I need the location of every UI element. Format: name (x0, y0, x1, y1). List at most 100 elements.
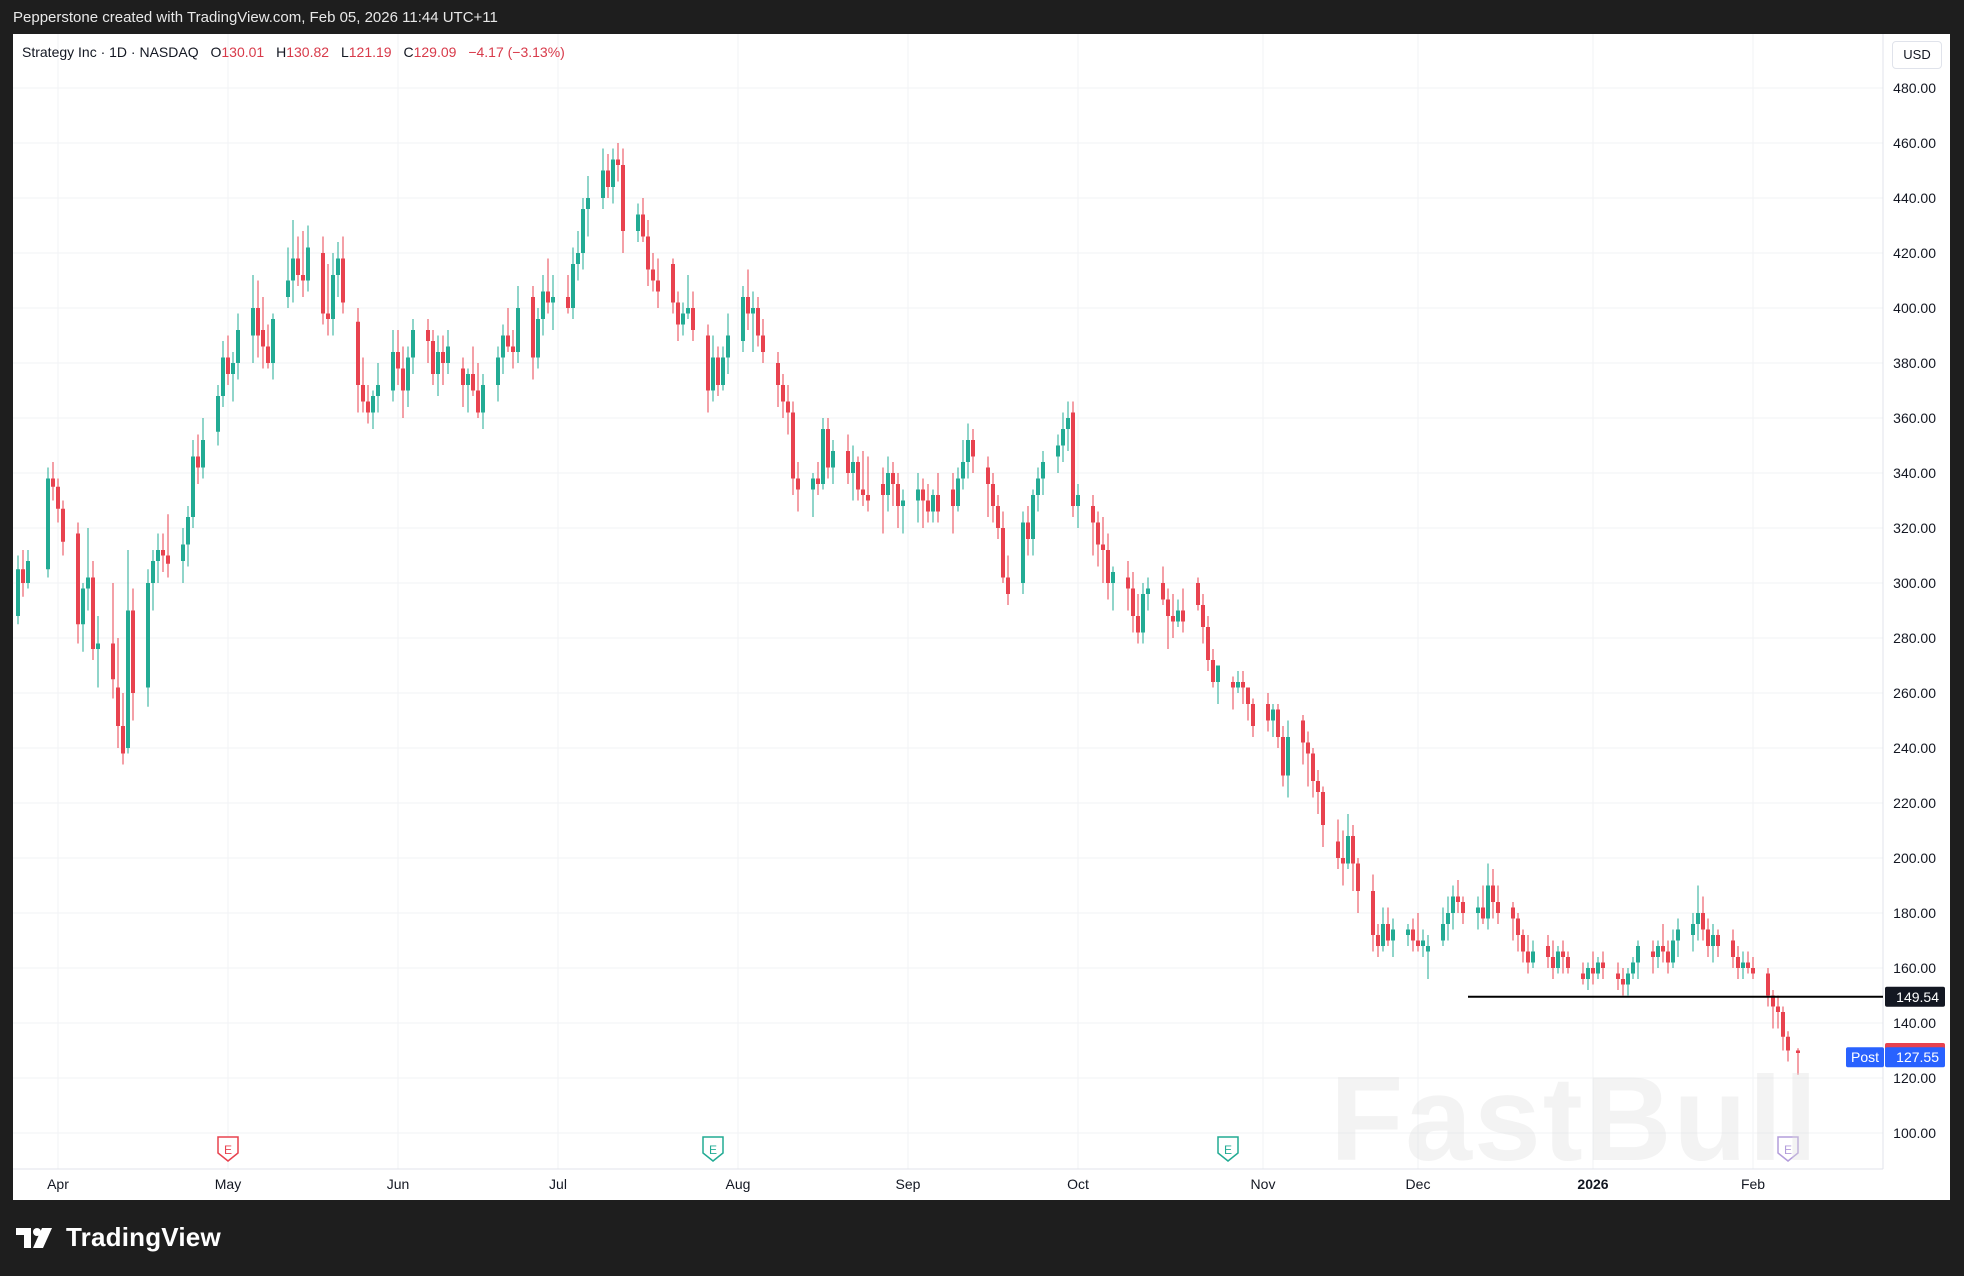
candle-body[interactable] (466, 374, 470, 385)
candle-body[interactable] (341, 258, 345, 303)
candle-body[interactable] (461, 368, 465, 386)
candle-body[interactable] (646, 236, 650, 270)
candle-body[interactable] (1566, 957, 1570, 968)
candle-body[interactable] (266, 346, 270, 364)
candle-body[interactable] (426, 330, 430, 341)
candle-body[interactable] (551, 297, 555, 303)
candle-body[interactable] (86, 577, 90, 589)
candle-body[interactable] (901, 500, 905, 507)
candle-body[interactable] (811, 478, 815, 490)
candle-body[interactable] (321, 253, 325, 314)
candle-body[interactable] (751, 308, 755, 314)
candle-body[interactable] (1286, 737, 1290, 776)
candle-body[interactable] (1201, 605, 1205, 627)
candle-body[interactable] (1141, 594, 1145, 633)
candle-body[interactable] (1586, 968, 1590, 979)
candle-body[interactable] (891, 473, 895, 484)
candle-body[interactable] (1001, 528, 1005, 578)
candle-body[interactable] (1356, 863, 1360, 892)
candle-body[interactable] (571, 264, 575, 308)
candle-body[interactable] (366, 401, 370, 413)
candlestick-chart[interactable]: 480.00 460.00 440.00 420.00 400.00 380.00 360.… (13, 34, 1950, 1200)
candle-body[interactable] (21, 569, 25, 583)
candle-body[interactable] (191, 456, 195, 518)
candle-body[interactable] (146, 583, 150, 688)
candle-body[interactable] (936, 495, 940, 512)
candle-body[interactable] (601, 170, 605, 199)
candle-body[interactable] (851, 462, 855, 473)
candle-body[interactable] (1036, 478, 1040, 496)
candle-body[interactable] (776, 363, 780, 385)
candle-body[interactable] (566, 297, 570, 308)
candle-body[interactable] (1486, 885, 1490, 919)
candle-body[interactable] (1516, 918, 1520, 936)
candle-body[interactable] (1626, 973, 1630, 985)
candle-body[interactable] (1196, 583, 1200, 605)
candle-body[interactable] (531, 297, 535, 358)
candle-body[interactable] (1371, 891, 1375, 935)
candle-body[interactable] (1131, 588, 1135, 617)
candle-body[interactable] (1666, 951, 1670, 963)
candle-body[interactable] (151, 561, 155, 583)
candle-body[interactable] (1061, 429, 1065, 446)
candle-body[interactable] (496, 357, 500, 386)
chart-panel[interactable]: 480.00 460.00 440.00 420.00 400.00 380.00 360.… (13, 34, 1950, 1200)
candle-body[interactable] (231, 363, 235, 374)
candle-body[interactable] (511, 346, 515, 353)
candle-body[interactable] (81, 588, 85, 625)
currency-button[interactable]: USD (1892, 41, 1942, 69)
candle-body[interactable] (856, 462, 860, 490)
candle-body[interactable] (1446, 913, 1450, 924)
candle-body[interactable] (1731, 940, 1735, 958)
candle-body[interactable] (1671, 940, 1675, 963)
candle-body[interactable] (181, 544, 185, 562)
candle-body[interactable] (216, 396, 220, 432)
candle-body[interactable] (1106, 550, 1110, 583)
candle-body[interactable] (1621, 979, 1625, 985)
candle-body[interactable] (441, 352, 445, 363)
candle-body[interactable] (781, 385, 785, 402)
candle-body[interactable] (1741, 962, 1745, 969)
candle-body[interactable] (1776, 1006, 1780, 1013)
candle-body[interactable] (1231, 682, 1235, 688)
candle-body[interactable] (606, 170, 610, 188)
candle-body[interactable] (831, 451, 835, 468)
candle-body[interactable] (1771, 995, 1775, 1007)
candle-body[interactable] (1511, 907, 1515, 919)
candle-body[interactable] (271, 319, 275, 363)
candle-body[interactable] (686, 308, 690, 314)
candle-body[interactable] (1636, 946, 1640, 963)
candle-body[interactable] (401, 368, 405, 391)
candle-body[interactable] (1616, 973, 1620, 980)
candle-body[interactable] (741, 297, 745, 341)
candle-body[interactable] (821, 429, 825, 484)
candle-body[interactable] (881, 484, 885, 495)
candle-body[interactable] (1251, 704, 1255, 726)
candle-body[interactable] (1336, 841, 1340, 859)
candle-body[interactable] (1076, 495, 1080, 506)
candle-body[interactable] (1526, 951, 1530, 963)
candle-body[interactable] (1376, 935, 1380, 946)
candle-body[interactable] (1181, 610, 1185, 622)
candle-body[interactable] (636, 214, 640, 232)
candle-body[interactable] (1531, 951, 1535, 963)
candle-body[interactable] (971, 440, 975, 457)
candle-body[interactable] (1736, 957, 1740, 968)
candle-body[interactable] (201, 440, 205, 468)
candle-body[interactable] (16, 569, 20, 616)
candle-body[interactable] (1391, 929, 1395, 941)
candle-body[interactable] (61, 508, 65, 542)
candle-body[interactable] (616, 159, 620, 166)
candle-body[interactable] (1691, 924, 1695, 935)
candle-body[interactable] (1796, 1050, 1800, 1054)
candle-body[interactable] (756, 308, 760, 336)
candle-body[interactable] (1276, 709, 1280, 738)
candle-body[interactable] (796, 478, 800, 490)
candle-body[interactable] (1301, 720, 1305, 743)
candle-body[interactable] (1496, 902, 1500, 913)
candle-body[interactable] (1136, 616, 1140, 633)
candle-body[interactable] (726, 335, 730, 358)
candle-body[interactable] (1561, 951, 1565, 958)
candle-body[interactable] (1066, 418, 1070, 429)
candle-body[interactable] (236, 330, 240, 363)
